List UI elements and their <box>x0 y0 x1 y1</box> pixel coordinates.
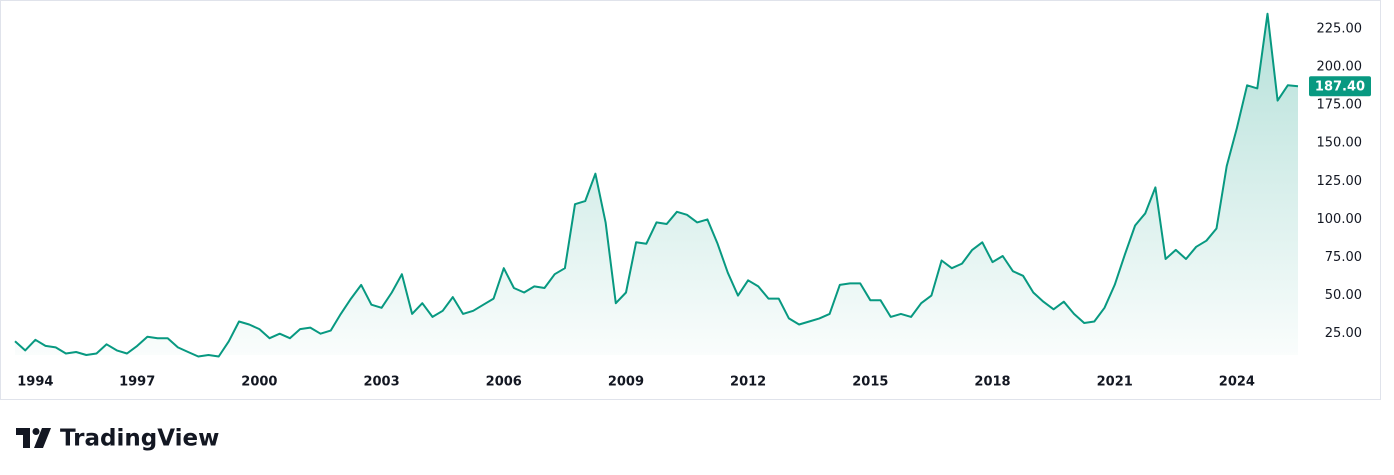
price-tag-label: 187.40 <box>1315 80 1365 95</box>
price-line <box>14 12 1299 358</box>
x-tick-label: 1997 <box>119 375 155 390</box>
x-tick-label: 2018 <box>974 375 1010 390</box>
x-tick-label: 2009 <box>608 375 644 390</box>
x-tick-label: 1994 <box>17 375 53 390</box>
y-tick-label: 175.00 <box>1317 98 1363 113</box>
frame <box>0 0 1381 400</box>
y-tick-label: 225.00 <box>1317 21 1363 36</box>
y-tick-label: 50.00 <box>1325 288 1362 303</box>
x-tick-label: 2015 <box>852 375 888 390</box>
y-tick-label: 25.00 <box>1325 326 1362 341</box>
brand: TradingView <box>60 426 219 452</box>
y-tick-label: 150.00 <box>1317 136 1363 151</box>
y-tick-label: 200.00 <box>1317 60 1363 75</box>
logo <box>16 428 51 448</box>
y-tick-label: 100.00 <box>1317 212 1363 227</box>
area-fill <box>15 13 1298 357</box>
price-tag <box>1309 76 1371 97</box>
x-tick-label: 2003 <box>363 375 399 390</box>
y-tick-label: 75.00 <box>1325 250 1362 265</box>
x-tick-label: 2021 <box>1097 375 1133 390</box>
x-tick-label: 2006 <box>486 375 522 390</box>
x-tick-label: 2024 <box>1219 375 1255 390</box>
x-tick-label: 2012 <box>730 375 766 390</box>
x-tick-label: 2000 <box>241 375 277 390</box>
y-tick-label: 125.00 <box>1317 174 1363 189</box>
